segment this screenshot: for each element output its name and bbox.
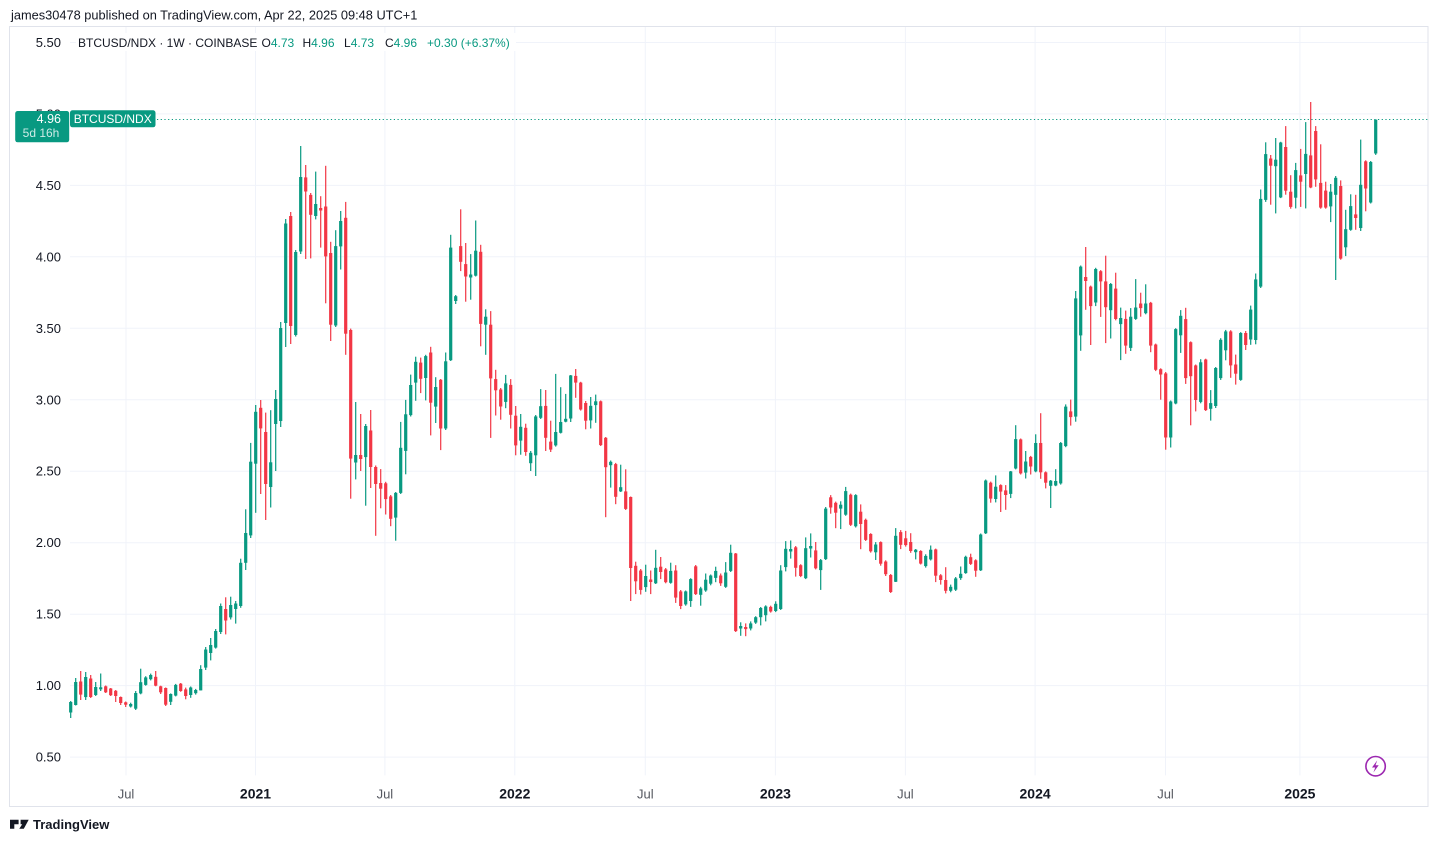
svg-text:1.00: 1.00 [36,678,61,693]
svg-text:5.50: 5.50 [36,35,61,50]
svg-text:Jul: Jul [377,786,394,801]
svg-text:2023: 2023 [760,785,791,801]
svg-text:2.50: 2.50 [36,464,61,479]
svg-text:5d 16h: 5d 16h [23,126,60,140]
svg-text:0.50: 0.50 [36,750,61,765]
svg-text:BTCUSD/NDX: BTCUSD/NDX [74,112,152,126]
svg-text:TradingView: TradingView [33,817,110,832]
svg-text:BTCUSD/NDX · 1W · COINBASE: BTCUSD/NDX · 1W · COINBASE [78,36,257,50]
svg-text:2021: 2021 [240,785,271,801]
svg-text:Jul: Jul [897,786,914,801]
svg-text:1.50: 1.50 [36,607,61,622]
svg-text:C4.96: C4.96 [385,36,417,50]
svg-text:4.00: 4.00 [36,249,61,264]
svg-text:3.00: 3.00 [36,392,61,407]
svg-text:2022: 2022 [499,785,530,801]
svg-text:2025: 2025 [1284,785,1315,801]
svg-text:2.00: 2.00 [36,535,61,550]
svg-text:+0.30 (+6.37%): +0.30 (+6.37%) [427,36,510,50]
svg-text:2024: 2024 [1020,785,1051,801]
svg-text:Jul: Jul [637,786,654,801]
svg-text:O4.73: O4.73 [262,36,295,50]
svg-text:H4.96: H4.96 [303,36,335,50]
svg-text:3.50: 3.50 [36,321,61,336]
svg-text:Jul: Jul [118,786,135,801]
svg-text:james30478 published on Tradin: james30478 published on TradingView.com,… [10,8,417,23]
svg-text:Jul: Jul [1157,786,1174,801]
svg-text:4.96: 4.96 [37,112,61,126]
svg-text:4.50: 4.50 [36,178,61,193]
svg-text:L4.73: L4.73 [344,36,374,50]
